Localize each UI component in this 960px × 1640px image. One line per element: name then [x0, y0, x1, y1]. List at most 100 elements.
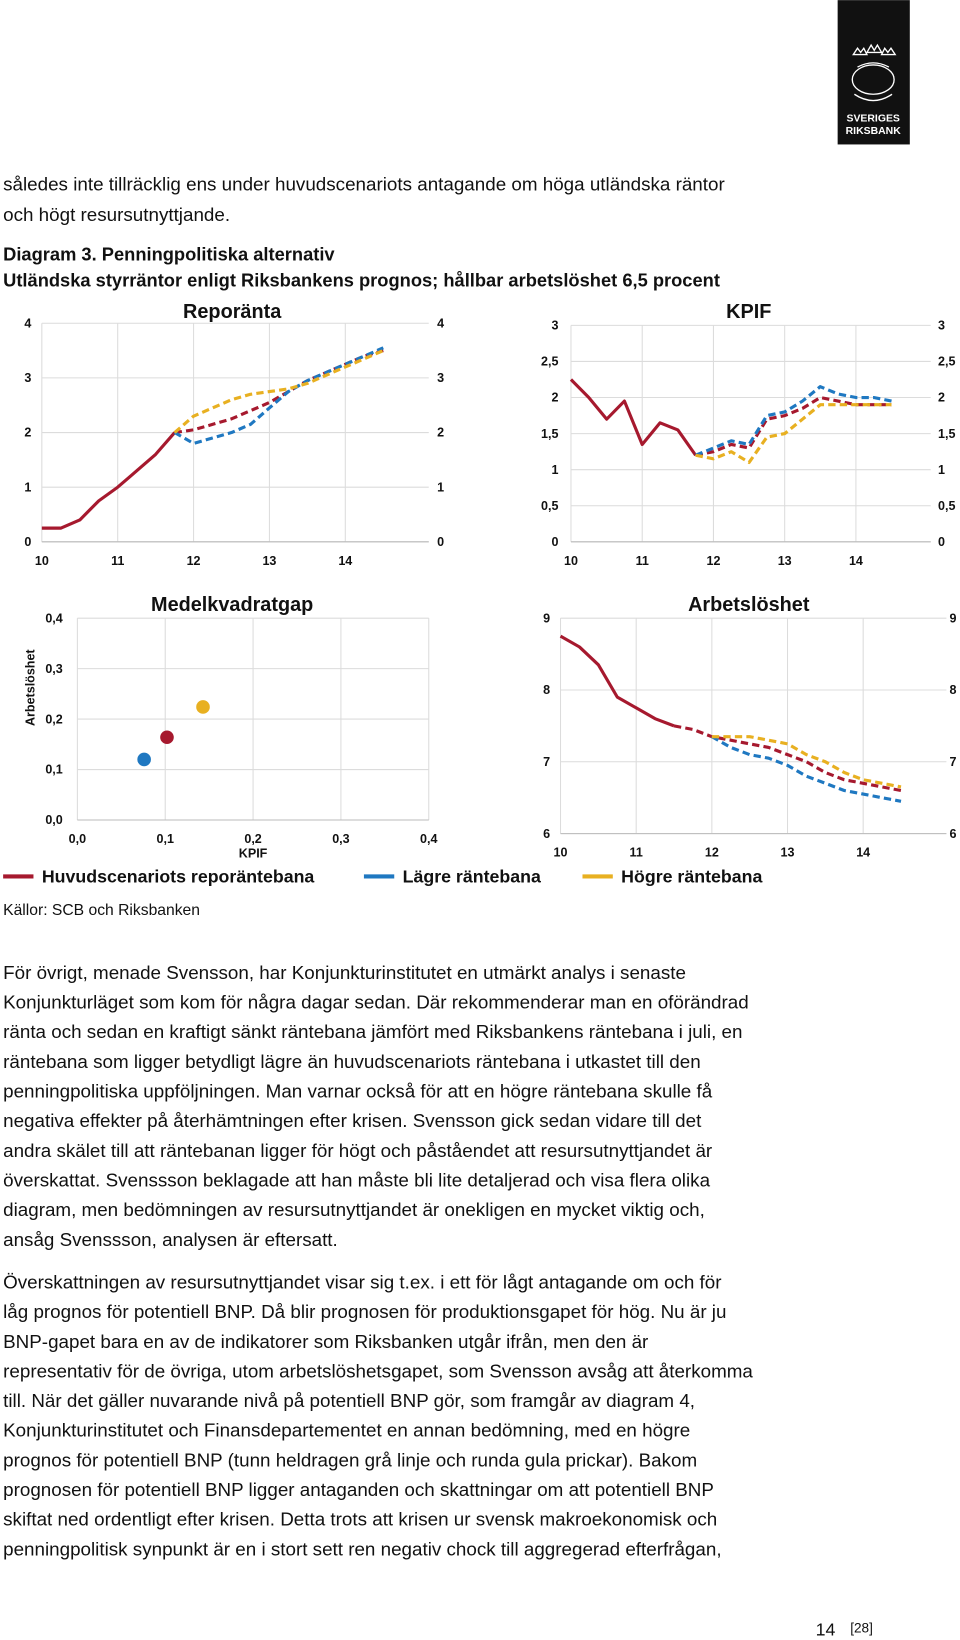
- x-tick-label: 12: [705, 846, 719, 860]
- intro-line: således inte tillräcklig ens under huvud…: [3, 173, 725, 194]
- y2-tick-label: 4: [437, 316, 444, 330]
- paragraph-line: BNP-gapet bara en av de indikatorer som …: [3, 1331, 648, 1352]
- forecast-line: [695, 385, 892, 457]
- y-tick-label: 7: [543, 755, 550, 769]
- chart-title: Medelkvadratgap: [151, 594, 313, 616]
- logo-line: SVERIGES: [847, 113, 900, 124]
- y2-tick-label: 0: [437, 535, 444, 549]
- y2-tick-label: 0: [938, 535, 945, 549]
- y2-tick-label: 1,5: [938, 427, 955, 441]
- y-tick-label: 0: [551, 535, 558, 549]
- source: Källor: SCB och Riksbanken: [3, 902, 200, 919]
- x-tick-label: 11: [636, 554, 649, 568]
- x-tick-label: 14: [338, 554, 352, 568]
- paragraph-line: skiftat ned ordentligt efter krisen. Det…: [3, 1509, 717, 1530]
- x-tick-label: 11: [111, 554, 124, 568]
- forecast-line: [711, 735, 902, 803]
- legend-label: Huvudscenariots reporäntebana: [42, 867, 315, 887]
- x-tick-label: 10: [35, 554, 49, 568]
- x-tick-label: 11: [630, 846, 643, 860]
- x-tick-label: 0,3: [332, 832, 349, 846]
- chart: Arbetslöshet 6 6 7 7 8 8 9 9 10 11 12 13 14: [543, 594, 956, 860]
- y-tick-label: 0,4: [45, 611, 62, 625]
- paragraph-line: räntebana som ligger betydligt lägre än …: [3, 1051, 701, 1072]
- forecast-line: [173, 346, 384, 445]
- logo-line: RIKSBANK: [846, 126, 902, 137]
- y-tick-label: 1: [551, 463, 558, 477]
- forecast-line: [711, 735, 902, 789]
- y2-tick-label: 2: [938, 391, 945, 405]
- paragraph-line: Konjunkturinstitutet och Finansdeparteme…: [3, 1420, 690, 1441]
- scatter-point: [160, 730, 174, 745]
- x-tick-label: 12: [187, 554, 201, 568]
- forecast-line: [173, 349, 384, 434]
- paragraph-line: penningpolitiska uppföljningen. Man varn…: [3, 1081, 713, 1102]
- x-tick-label: 14: [856, 846, 870, 860]
- outcome-line: [569, 378, 697, 457]
- y-tick-label: 0,0: [45, 813, 62, 827]
- x-tick-label: 0,4: [420, 832, 437, 846]
- outcome-line: [559, 634, 675, 728]
- chart-title: KPIF: [726, 301, 771, 323]
- forecast-line: [695, 395, 892, 457]
- y2-tick-label: 2: [437, 426, 444, 440]
- y2-tick-label: 1: [437, 480, 444, 494]
- x-tick-label: 0,1: [157, 832, 174, 846]
- paragraph-line: För övrigt, menade Svensson, har Konjunk…: [3, 962, 686, 983]
- y2-tick-label: 7: [950, 755, 957, 769]
- y-tick-label: 0,2: [45, 712, 62, 726]
- chart-title: Reporänta: [183, 301, 282, 323]
- y-tick-label: 3: [551, 319, 558, 333]
- y-tick-label: 0,1: [45, 763, 62, 777]
- paragraph-line: prognos för potentiell BNP (tunn heldrag…: [3, 1449, 697, 1470]
- figure-subtitle: Utländska styrräntor enligt Riksbankens …: [3, 270, 720, 291]
- x-tick-label: 10: [554, 846, 568, 860]
- paragraph-line: Konjunkturläget som kom för några dagar …: [3, 992, 749, 1013]
- paragraph-line: negativa effekter på återhämtningen efte…: [3, 1110, 702, 1131]
- y-tick-label: 1: [24, 480, 31, 494]
- paragraph-line: låg prognos för potentiell BNP. Då blir …: [3, 1301, 726, 1322]
- figure-title: Diagram 3. Penningpolitiska alternativ: [3, 244, 335, 265]
- x-tick-label: 12: [706, 554, 720, 568]
- paragraph-line: representativ för de övriga, utom arbets…: [3, 1360, 753, 1381]
- scatter-point: [137, 752, 151, 767]
- paragraph-line: till. När det gäller nuvarande nivå på p…: [3, 1390, 695, 1411]
- y2-tick-label: 3: [437, 371, 444, 385]
- y-tick-label: 8: [543, 683, 550, 697]
- logo-emblem: [851, 43, 897, 102]
- x-tick-label: 13: [262, 554, 276, 568]
- y-tick-label: 9: [543, 611, 550, 625]
- y-tick-label: 2: [551, 391, 558, 405]
- y-tick-label: 0,3: [45, 662, 62, 676]
- y-tick-label: 2,5: [541, 355, 558, 369]
- y2-tick-label: 0,5: [938, 499, 955, 513]
- paragraph-line: diagram, men bedömningen av resursutnytt…: [3, 1199, 705, 1220]
- paragraph-line: Överskattningen av resursutnyttjandet vi…: [3, 1271, 721, 1292]
- y2-tick-label: 1: [938, 463, 945, 477]
- x-tick-label: 13: [781, 846, 795, 860]
- y-tick-label: 2: [24, 426, 31, 440]
- chart-title: Arbetslöshet: [688, 594, 810, 616]
- paragraph-line: ansåg Svenssson, analysen är eftersatt.: [3, 1229, 338, 1250]
- body-text: För övrigt, menade Svensson, har Konjunk…: [3, 962, 753, 1559]
- y-tick-label: 6: [543, 827, 550, 841]
- paragraph-line: prognosen för potentiell BNP ligger anta…: [3, 1479, 714, 1500]
- y2-tick-label: 3: [938, 319, 945, 333]
- y2-tick-label: 8: [950, 683, 957, 697]
- legend-label: Högre räntebana: [621, 867, 762, 887]
- paragraph-line: andra skälet till att räntebanan ligger …: [3, 1140, 712, 1161]
- intro-line: och högt resursutnyttjande.: [3, 204, 230, 225]
- logo-background: [837, 0, 910, 145]
- x-tick-label: 0,0: [69, 832, 86, 846]
- forecast-line: [695, 403, 892, 465]
- x-tick-label: 10: [564, 554, 578, 568]
- paragraph-line: överskattat. Svenssson beklagade att han…: [3, 1169, 710, 1190]
- legend-label: Lägre räntebana: [403, 867, 541, 887]
- page-reference: [28]: [850, 1621, 873, 1636]
- x-tick-label: 0,2: [244, 832, 261, 846]
- y-tick-label: 0,5: [541, 499, 558, 513]
- y-tick-label: 4: [24, 316, 31, 330]
